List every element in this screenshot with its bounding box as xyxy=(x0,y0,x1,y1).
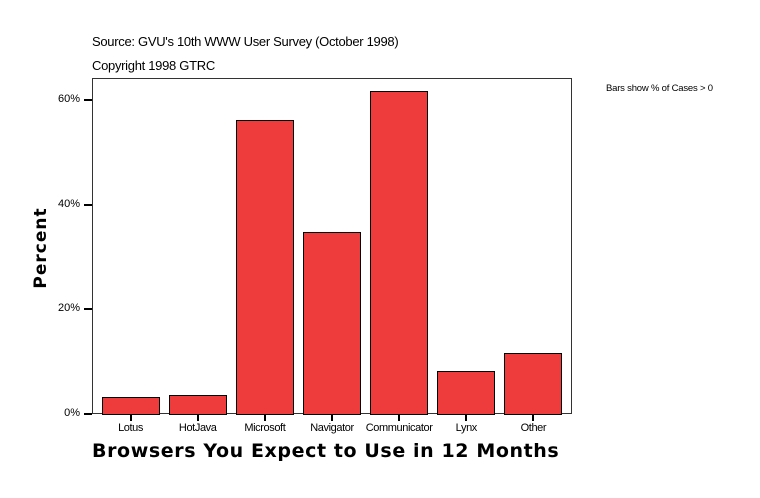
x-tick xyxy=(398,414,401,421)
y-tick-label: 20% xyxy=(57,302,80,315)
y-tick-label: 40% xyxy=(57,197,80,210)
x-tick-label: Other xyxy=(520,422,547,434)
copyright-text: Copyright 1998 GTRC xyxy=(92,58,215,73)
y-tick xyxy=(84,203,92,206)
source-text: Source: GVU's 10th WWW User Survey (Octo… xyxy=(92,34,399,49)
x-tick-label: Navigator xyxy=(310,422,354,434)
x-tick xyxy=(196,414,199,421)
bar-hotjava xyxy=(168,395,227,415)
y-tick-label: 60% xyxy=(57,93,80,105)
y-tick xyxy=(84,308,92,311)
x-tick-label: Microsoft xyxy=(244,422,286,434)
x-tick-label: HotJava xyxy=(178,422,217,434)
x-tick-label: Lotus xyxy=(118,422,144,434)
x-tick xyxy=(129,414,132,421)
y-axis-title: Percent xyxy=(31,207,51,289)
y-tick xyxy=(84,413,92,415)
x-tick-label: Communicator xyxy=(365,422,433,434)
x-tick xyxy=(465,414,468,421)
bar-lotus xyxy=(101,397,160,415)
chart-annotation: Bars show % of Cases > 0 xyxy=(606,83,713,94)
x-axis-title: Browsers You Expect to Use in 12 Months xyxy=(92,440,560,462)
y-tick xyxy=(84,99,92,101)
x-tick xyxy=(331,414,333,421)
x-tick-label: Lynx xyxy=(455,422,478,434)
bar-microsoft xyxy=(235,119,294,415)
bar-other xyxy=(504,352,563,415)
bar-navigator xyxy=(303,231,361,415)
x-tick xyxy=(263,414,266,421)
bar-lynx xyxy=(437,371,496,415)
bar-communicator xyxy=(370,91,429,415)
x-tick xyxy=(532,414,535,421)
y-tick-label: 0% xyxy=(64,407,80,419)
